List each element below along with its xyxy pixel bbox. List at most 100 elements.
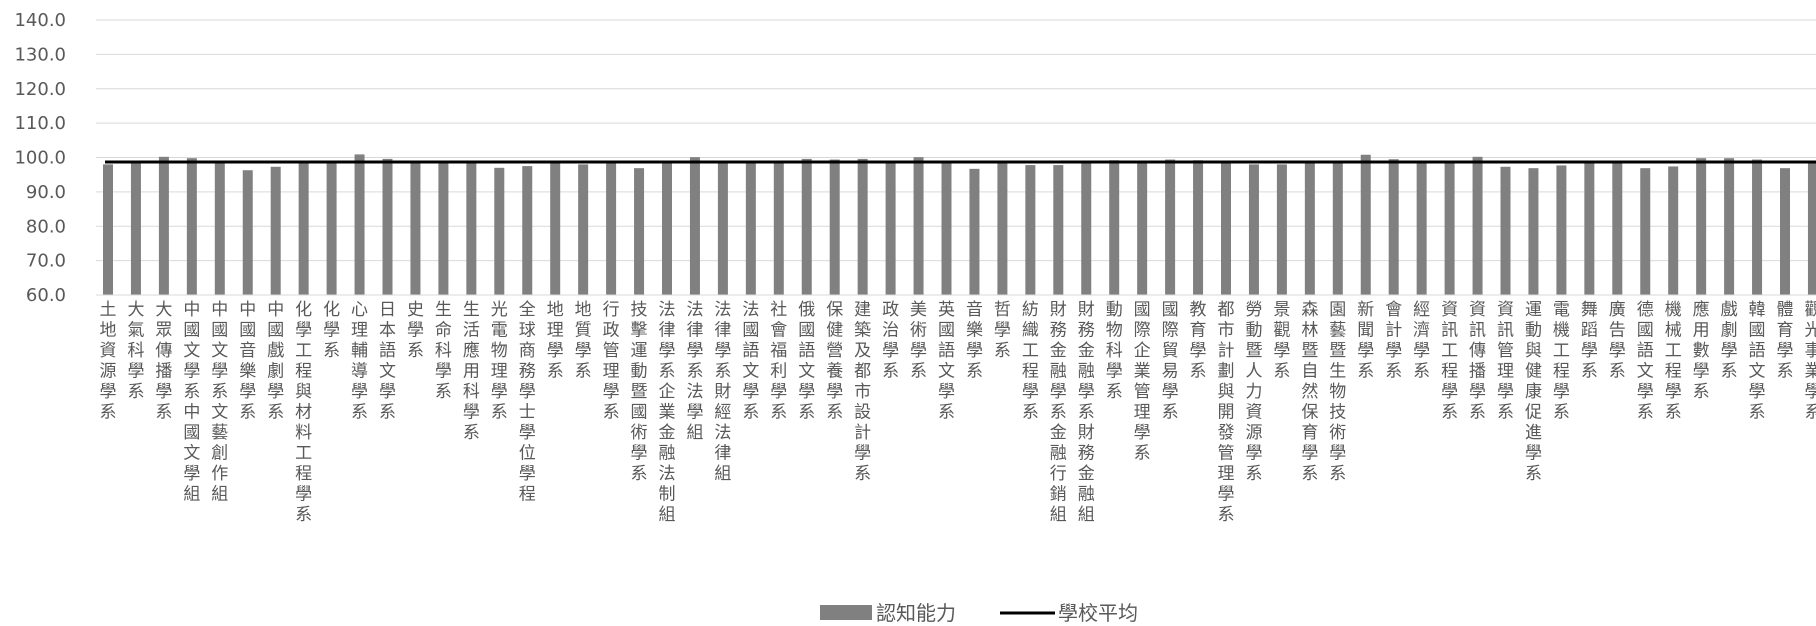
bar	[1528, 168, 1539, 295]
x-tick-label: 日本語文學系	[379, 300, 396, 423]
bar	[298, 163, 309, 295]
legend-label-bar: 認知能力	[876, 601, 956, 625]
x-tick-label: 法律學系財經法律組	[714, 300, 731, 484]
bar	[1472, 156, 1483, 295]
y-tick-label: 60.0	[26, 285, 66, 306]
x-tick-label: 史學系	[407, 300, 424, 361]
y-tick-label: 90.0	[26, 182, 66, 203]
x-tick-label: 舞蹈學系	[1581, 300, 1598, 382]
x-tick-label: 保健營養學系	[826, 300, 843, 423]
bar	[1584, 162, 1595, 295]
bar	[1668, 166, 1679, 295]
x-tick-label: 法律學系法學組	[686, 300, 703, 443]
legend-swatch-bar	[820, 605, 872, 620]
bar	[1500, 166, 1511, 295]
bar	[1444, 162, 1455, 295]
bar	[1081, 162, 1092, 295]
bar	[522, 166, 533, 295]
bar	[1025, 165, 1036, 295]
bar	[941, 162, 952, 295]
bar	[1109, 160, 1120, 295]
bar	[1053, 165, 1064, 295]
x-tick-label: 機械工程學系	[1665, 300, 1682, 423]
bar	[606, 162, 617, 295]
bar	[242, 170, 253, 295]
x-tick-label: 園藝暨生物技術學系	[1329, 300, 1346, 484]
x-tick-label: 光電物理學系	[491, 300, 508, 423]
x-tick-label: 英國語文學系	[938, 300, 955, 423]
bar	[438, 162, 449, 295]
legend-label-line: 學校平均	[1058, 601, 1138, 625]
bar	[1388, 159, 1399, 295]
x-tick-label: 生命科學系	[435, 300, 452, 402]
x-tick-label: 生活應用科學系	[463, 300, 480, 443]
x-tick-label: 都市計劃與開發管理學系	[1218, 300, 1235, 525]
bar	[1416, 162, 1427, 295]
x-tick-label: 教育學系	[1190, 300, 1207, 382]
x-tick-label: 資訊工程學系	[1441, 300, 1458, 423]
x-tick-label: 大眾傳播學系	[155, 300, 172, 423]
x-tick-label: 法國語文學系	[742, 300, 759, 423]
x-tick-label: 美術學系	[910, 300, 927, 382]
y-tick-label: 80.0	[26, 216, 66, 237]
x-tick-label: 全球商務學士學位學程	[519, 300, 536, 505]
x-tick-label: 戲劇學系	[1721, 300, 1738, 382]
x-tick-label: 行政管理學系	[603, 300, 620, 423]
x-tick-label: 景觀學系	[1273, 300, 1290, 382]
x-tick-label: 國際貿易學系	[1162, 300, 1179, 423]
bar	[1780, 168, 1790, 295]
bar	[103, 164, 113, 295]
y-tick-label: 120.0	[14, 79, 66, 100]
x-tick-label: 電機工程學系	[1553, 300, 1570, 423]
bar	[1332, 162, 1343, 295]
x-tick-label: 土地資源學系	[100, 300, 117, 423]
bar	[634, 168, 645, 295]
bar	[689, 157, 700, 295]
bar	[1360, 154, 1371, 295]
x-tick-label: 財務金融學系金融行銷組	[1050, 300, 1067, 525]
x-tick-label: 地質學系	[575, 300, 592, 382]
bar	[1276, 164, 1287, 295]
bar	[801, 158, 812, 295]
bar	[829, 159, 840, 295]
bar	[1640, 168, 1651, 295]
x-tick-label: 運動與健康促進學系	[1525, 300, 1542, 484]
x-tick-label: 社會福利學系	[770, 300, 787, 423]
x-tick-label: 體育學系	[1777, 300, 1794, 382]
x-tick-label: 國際企業管理學系	[1134, 300, 1151, 464]
y-tick-label: 130.0	[14, 44, 66, 65]
x-tick-label: 化學系	[323, 300, 340, 361]
bar	[662, 162, 672, 295]
x-tick-label: 俄國語文學系	[798, 300, 815, 423]
bar	[1556, 165, 1567, 295]
x-tick-label: 動物科學系	[1106, 300, 1123, 402]
bar	[494, 167, 505, 295]
x-tick-label: 森林暨自然保育學系	[1301, 300, 1318, 484]
x-tick-label: 廣告學系	[1609, 300, 1626, 382]
bar	[1752, 159, 1763, 295]
x-tick-label: 哲學系	[994, 300, 1011, 361]
bar	[158, 156, 169, 295]
bar	[1304, 162, 1315, 295]
bar	[354, 154, 365, 295]
bar	[578, 164, 589, 295]
bar	[1612, 162, 1623, 295]
x-tick-label: 中國文學系文藝創作組	[211, 300, 228, 505]
x-tick-label: 勞動暨人力資源學系	[1245, 300, 1262, 484]
bar	[717, 161, 728, 295]
x-tick-label: 資訊管理學系	[1497, 300, 1514, 423]
x-tick-label: 法律學系企業金融法制組	[659, 300, 676, 525]
x-tick-label: 韓國語文學系	[1749, 300, 1766, 423]
y-tick-label: 100.0	[14, 148, 66, 169]
x-tick-label: 政治學系	[882, 300, 899, 382]
x-tick-label: 中國戲劇學系	[267, 300, 284, 423]
bar	[410, 162, 421, 295]
x-tick-label: 大氣科學系	[127, 300, 144, 402]
bar	[382, 158, 393, 295]
x-tick-label: 中國音樂學系	[239, 300, 256, 423]
bar	[130, 162, 141, 295]
bar	[969, 168, 980, 295]
x-tick-label: 觀光事業學系	[1804, 300, 1816, 423]
